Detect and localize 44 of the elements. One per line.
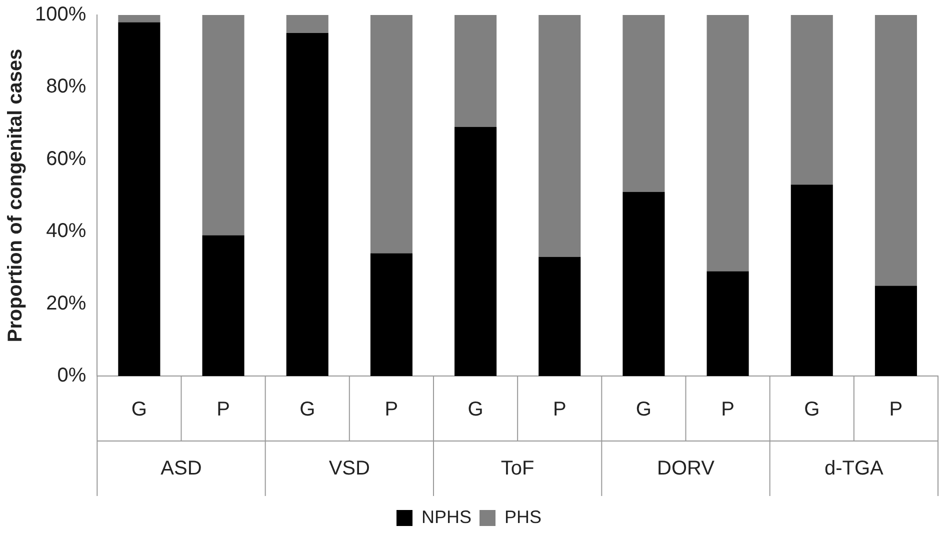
bar: [538, 15, 581, 257]
x-tick-label: P: [889, 398, 903, 421]
x-tick-label: G: [636, 398, 652, 421]
legend-label: NPHS: [421, 506, 472, 527]
bar: [370, 253, 412, 376]
bar: [454, 126, 497, 376]
bar: [286, 15, 328, 34]
y-tick-label: 20%: [46, 292, 86, 314]
bar: [622, 15, 665, 192]
bar: [370, 15, 412, 254]
x-tick-label: G: [300, 398, 316, 421]
text: ASD: [160, 458, 202, 480]
x-tick-label: P: [552, 398, 566, 421]
y-tick-label: 40%: [46, 220, 86, 242]
y-tick-label: 100%: [34, 4, 86, 26]
text: d-TGA: [824, 458, 884, 480]
bar: [874, 286, 917, 376]
bar: [706, 15, 749, 272]
text: ToF: [500, 458, 534, 480]
x-tick-label: P: [721, 398, 734, 421]
bar: [538, 256, 581, 376]
x-tick-label: G: [131, 398, 147, 421]
x-tick-label: P: [384, 398, 398, 421]
bar: [118, 15, 160, 22]
text: VSD: [328, 458, 370, 480]
y-axis-title: Proportion of congenital cases: [4, 48, 27, 342]
bar: [202, 235, 244, 376]
bar: [286, 33, 328, 376]
x-tick-label: G: [804, 398, 820, 421]
bar: [118, 22, 160, 376]
y-tick-label: 0%: [57, 364, 86, 387]
bar: [874, 15, 917, 286]
y-tick-label: 60%: [46, 148, 86, 170]
bar: [706, 271, 749, 376]
bar: [622, 192, 665, 376]
bar: [790, 184, 833, 376]
x-tick-label: P: [216, 398, 230, 421]
text: DORV: [657, 458, 716, 480]
bar: [202, 15, 244, 236]
y-tick-label: 80%: [46, 76, 86, 98]
bar: [790, 15, 833, 185]
x-tick-label: G: [468, 398, 484, 421]
legend-label: PHS: [504, 506, 542, 527]
bar: [454, 15, 497, 127]
